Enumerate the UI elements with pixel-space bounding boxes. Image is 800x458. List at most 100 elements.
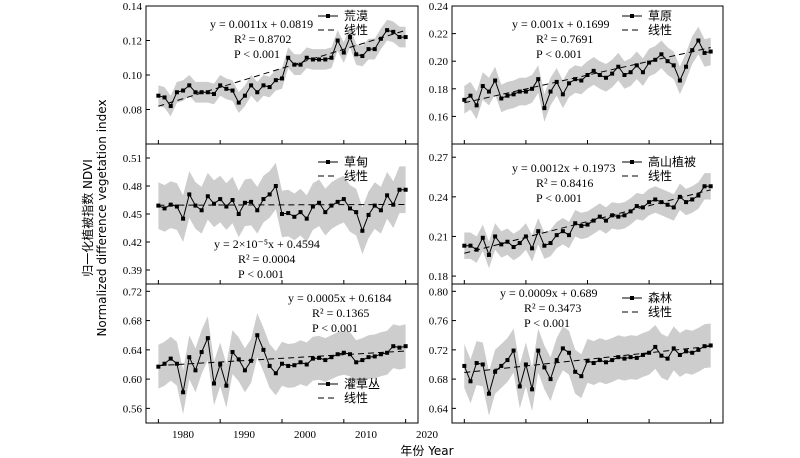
data-point: [310, 57, 315, 62]
data-point: [462, 243, 467, 248]
data-point: [505, 358, 510, 363]
data-point: [665, 59, 670, 64]
data-point: [304, 362, 309, 367]
data-point: [523, 362, 528, 367]
data-point: [249, 83, 254, 88]
data-point: [474, 361, 479, 366]
data-point: [647, 60, 652, 65]
data-point: [493, 234, 498, 239]
legend-series-marker: [630, 14, 634, 18]
data-point: [640, 205, 645, 210]
data-point: [542, 365, 547, 370]
data-point: [684, 64, 689, 69]
regression-text: R² = 0.7691: [536, 32, 593, 46]
data-point: [317, 355, 322, 360]
data-point: [193, 368, 198, 373]
data-point: [304, 55, 309, 60]
y-tick-label: 0.18: [429, 271, 449, 283]
data-point: [573, 369, 578, 374]
regression-text: P < 0.001: [536, 191, 582, 205]
y-tick-label: 0.60: [123, 374, 143, 386]
data-point: [391, 202, 396, 207]
data-point: [567, 81, 572, 86]
data-point: [335, 199, 340, 204]
data-point: [696, 347, 701, 352]
data-point: [366, 355, 371, 360]
legend-fit-label: 线性: [344, 169, 368, 183]
data-point: [486, 89, 491, 94]
data-point: [249, 199, 254, 204]
data-point: [517, 89, 522, 94]
data-point: [505, 93, 510, 98]
data-point: [255, 333, 260, 338]
data-point: [280, 212, 284, 216]
data-point: [249, 358, 254, 363]
regression-text: y = 0.0012x + 0.1973: [512, 161, 616, 175]
data-point: [536, 229, 541, 234]
data-point: [187, 192, 192, 197]
data-point: [530, 86, 535, 91]
data-point: [677, 352, 682, 357]
data-point: [671, 205, 676, 210]
y-tick-label: 0.42: [123, 237, 142, 249]
data-point: [230, 198, 235, 202]
data-point: [261, 83, 266, 88]
data-point: [366, 212, 371, 217]
data-point: [523, 89, 528, 94]
data-point: [597, 214, 602, 219]
data-point: [622, 356, 627, 361]
data-point: [647, 200, 652, 205]
data-point: [671, 346, 676, 351]
data-point: [634, 63, 639, 68]
data-point: [511, 245, 516, 250]
data-point: [273, 371, 278, 376]
legend-fit-label: 线性: [648, 23, 672, 37]
data-point: [702, 50, 707, 55]
data-point: [403, 35, 408, 40]
data-point: [360, 54, 365, 59]
legend-series-marker: [326, 160, 330, 164]
data-point: [659, 200, 664, 205]
data-point: [468, 93, 473, 98]
data-point: [360, 228, 365, 233]
data-point: [348, 35, 352, 40]
data-point: [474, 247, 479, 252]
data-point: [212, 91, 216, 96]
data-point: [378, 208, 383, 213]
data-point: [261, 347, 266, 352]
data-point: [385, 350, 390, 355]
data-point: [530, 387, 535, 392]
data-point: [162, 361, 167, 366]
regression-text: P < 0.001: [536, 47, 582, 61]
x-tick-label: 1980: [172, 429, 195, 441]
data-point: [224, 204, 229, 209]
legend-series-marker: [326, 382, 330, 386]
y-tick-label: 0.39: [123, 265, 143, 277]
data-point: [168, 356, 173, 361]
regression-text: P < 0.001: [312, 321, 358, 335]
data-point: [403, 187, 408, 192]
data-point: [696, 193, 701, 198]
data-point: [585, 222, 590, 227]
data-point: [647, 350, 652, 355]
regression-text: R² = 0.8416: [536, 176, 593, 190]
data-point: [218, 197, 223, 202]
x-tick-label: 2010: [355, 429, 378, 441]
uncertainty-band: [464, 323, 711, 416]
data-point: [628, 355, 633, 360]
data-point: [523, 234, 528, 239]
data-point: [690, 350, 695, 355]
regression-text: P < 0.001: [524, 316, 570, 330]
data-point: [573, 77, 578, 82]
data-point: [493, 78, 498, 83]
data-point: [168, 202, 173, 207]
uncertainty-band: [158, 162, 406, 255]
data-point: [536, 77, 541, 82]
data-point: [628, 70, 633, 75]
data-point: [168, 104, 173, 109]
data-point: [323, 57, 328, 62]
data-point: [280, 361, 284, 366]
y-tick-label: 0.64: [123, 345, 143, 357]
data-point: [205, 90, 210, 95]
